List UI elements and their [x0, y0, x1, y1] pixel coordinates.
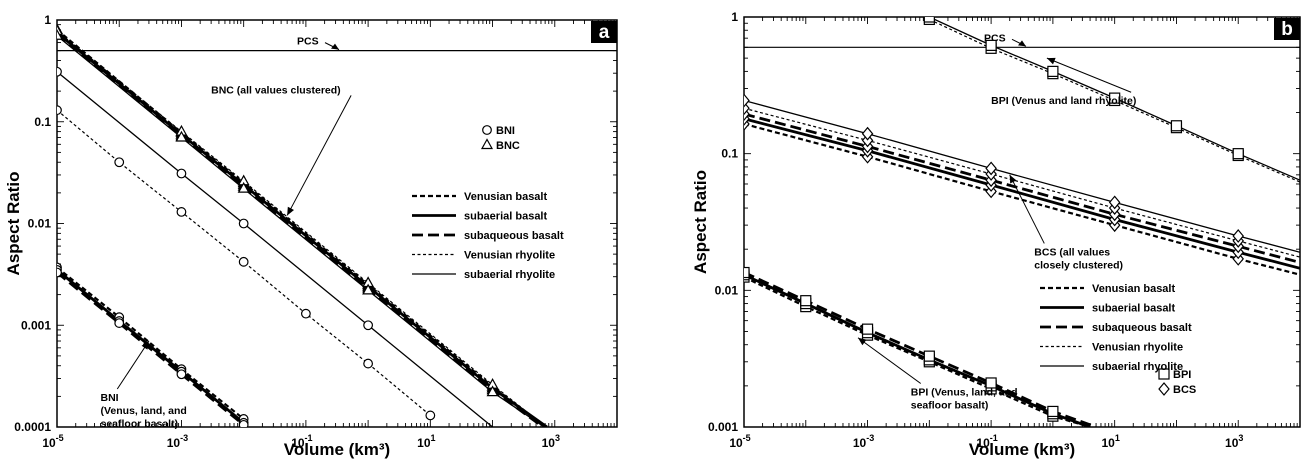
legend-label: BNC [496, 140, 520, 152]
x-tick-label: 10-5 [42, 433, 63, 450]
annotation-text: BPI (Venus and land rhyolite) [991, 95, 1136, 107]
marker-circle [115, 319, 124, 328]
y-tick-label: 0.0001 [14, 420, 51, 434]
pcs-label: PCS [297, 36, 319, 48]
series-line [57, 72, 493, 427]
marker-diamond [1159, 383, 1169, 395]
x-tick-label: 10-5 [729, 433, 750, 450]
x-tick-label: 10-3 [167, 433, 188, 450]
axis-ticks [744, 17, 1300, 427]
legend-label: BNI [496, 125, 515, 137]
marker-square [739, 268, 749, 278]
series-line [744, 114, 1300, 262]
annotation-text: BNI [100, 392, 118, 404]
marker-square [1048, 66, 1058, 76]
annotation-text: seafloor basalt) [911, 400, 989, 412]
annotation-text: (Venus, land, and [100, 405, 186, 417]
annotation-text: closely clustered) [1034, 259, 1123, 271]
y-axis-title: Aspect Ratio [691, 170, 710, 274]
marker-circle [177, 169, 186, 178]
legend-label: subaqueous basalt [464, 230, 564, 242]
legend-label: Venusian basalt [464, 191, 547, 203]
legend-label: subaerial basalt [1092, 303, 1175, 315]
marker-circle [364, 359, 373, 368]
annotation-arrow [117, 341, 149, 389]
x-tick-label: 103 [1225, 433, 1243, 450]
x-tick-label: 103 [542, 433, 560, 450]
x-tick-label: 101 [417, 433, 435, 450]
marker-circle [115, 158, 124, 167]
annotation-text: BPI (Venus, land, and [911, 387, 1018, 399]
marker-square [986, 40, 996, 50]
plot-frame [744, 17, 1300, 427]
marker-circle [53, 106, 62, 115]
series-line [744, 100, 1300, 252]
legend-label: Venusian rhyolite [464, 250, 555, 262]
legend-label: BCS [1173, 384, 1196, 396]
marker-square [924, 12, 934, 22]
series-line [57, 267, 244, 419]
marker-square [801, 296, 811, 306]
x-tick-label: 101 [1101, 433, 1119, 450]
marker-square [1233, 149, 1243, 159]
annotation-text: seafloor basalt) [100, 418, 178, 430]
annotation-arrow [1010, 175, 1045, 244]
y-tick-label: 0.01 [28, 217, 52, 231]
marker-circle [53, 67, 62, 76]
marker-circle [177, 208, 186, 217]
marker-circle [302, 309, 311, 318]
marker-circle [483, 126, 492, 135]
y-tick-label: 1 [44, 13, 51, 27]
series-line [57, 270, 244, 423]
marker-circle [426, 411, 435, 420]
marker-square [863, 324, 873, 334]
marker-diamond [739, 94, 749, 106]
panel-label: a [599, 22, 610, 43]
legend-label: subaqueous basalt [1092, 322, 1192, 334]
marker-circle [239, 219, 248, 228]
marker-circle [364, 321, 373, 330]
y-axis-title: Aspect Ratio [4, 172, 23, 276]
plot-frame [57, 20, 617, 427]
annotation-text: BCS (all values [1034, 246, 1110, 258]
legend: BPI BCS Venusian basalt subaerial basalt sub… [1040, 283, 1196, 396]
marker-circle [239, 258, 248, 267]
chart-panel-b: 10-5 10-3 10-1 101 10310.10.010.001Volume (k… [691, 10, 1300, 459]
plot-area: PCS [739, 12, 1300, 427]
marker-square [1171, 121, 1181, 131]
marker-circle [53, 268, 62, 277]
x-tick-label: 10-3 [853, 433, 874, 450]
x-axis-title: Volume (km³) [284, 440, 390, 459]
legend-label: Venusian basalt [1092, 283, 1175, 295]
chart-panel-a: 10-5 10-3 10-1 101 103 1 0.1 0.01 0.001 0.0001 Vol… [4, 13, 617, 459]
series-line [744, 108, 1300, 257]
series-line [57, 272, 244, 424]
x-axis-title: Volume (km³) [969, 440, 1075, 459]
legend-label: subaerial rhyolite [464, 269, 555, 281]
marker-square [1048, 406, 1058, 416]
y-tick-label: 0.001 [708, 420, 738, 434]
axis-ticks [57, 20, 617, 427]
y-tick-label: 1 [731, 10, 738, 24]
y-tick-label: 0.1 [34, 115, 51, 129]
series-line [744, 119, 1300, 269]
annotation-text: BNC (all values clustered) [211, 84, 341, 96]
marker-square [924, 351, 934, 361]
legend-label: Venusian rhyolite [1092, 342, 1183, 354]
legend-label: subaerial rhyolite [1092, 361, 1183, 373]
marker-circle [177, 370, 186, 379]
legend-label: subaerial basalt [464, 211, 547, 223]
y-tick-label: 0.001 [21, 318, 51, 332]
marker-triangle [482, 140, 492, 149]
annotation-arrow [287, 95, 351, 215]
panel-label: b [1281, 19, 1293, 40]
marker-circle [239, 421, 248, 430]
y-tick-label: 0.1 [721, 147, 738, 161]
legend: BNI BNC Venusian basalt subaerial basalt sub… [412, 125, 564, 281]
y-tick-label: 0.01 [715, 283, 739, 297]
